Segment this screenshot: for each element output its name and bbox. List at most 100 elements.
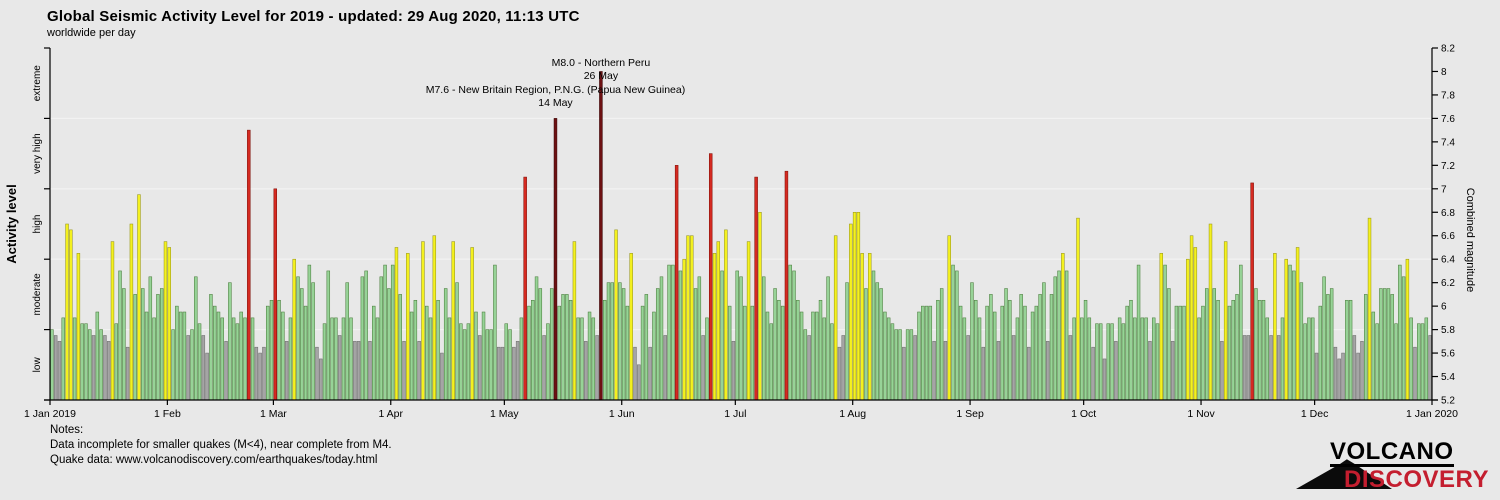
activity-bar-moderate [1121,323,1126,401]
activity-bar-moderate [1049,294,1054,401]
x-axis-tick-label: 1 Aug [839,408,866,420]
activity-bar-very_high [708,153,713,401]
activity-bar-high [856,211,861,401]
activity-bar-moderate [939,288,944,401]
activity-bar-high [1189,235,1194,401]
activity-bar-moderate [1155,323,1160,401]
activity-bar-moderate [864,288,868,401]
activity-bar-low [205,352,209,401]
activity-bar-moderate [1288,264,1292,401]
activity-bar-high [69,229,73,401]
activity-bar-moderate [1197,317,1201,401]
activity-bar-moderate [818,299,823,401]
activity-bar-moderate [977,317,982,401]
activity-bar-low [440,352,444,401]
activity-bar-moderate [693,288,698,401]
left-axis-category-label: extreme [32,65,43,102]
activity-bar-low [1170,341,1175,401]
activity-bar-moderate [95,311,100,401]
activity-bar-moderate [182,311,187,401]
activity-bar-moderate [148,276,153,401]
x-axis-tick-label: 1 Oct [1071,408,1096,420]
activity-bar-moderate [1303,323,1307,401]
activity-bar-moderate [1151,317,1156,401]
activity-bar-moderate [1235,294,1239,401]
activity-bar-moderate [1030,311,1035,401]
activity-bar-low [701,335,705,401]
activity-bar-moderate [822,317,827,401]
right-axis-tick-label: 5.6 [1441,349,1455,360]
activity-bar-moderate [1329,288,1334,401]
left-axis-title: Activity level [4,184,19,264]
activity-bar-very_high [784,170,789,401]
activity-bar-moderate [239,311,243,401]
activity-bar-high [1208,223,1213,401]
activity-bar-high [690,235,694,401]
activity-bar-low [1091,346,1095,401]
activity-bar-high [110,241,115,401]
right-axis-tick-label: 5.2 [1441,396,1455,407]
activity-bar-very_high [273,188,278,401]
activity-bar-moderate [50,329,54,401]
activity-bar-low [103,335,107,401]
activity-bar-low [1242,335,1247,401]
activity-bar-moderate [277,299,281,401]
activity-bar-moderate [1163,264,1167,401]
activity-bar-moderate [322,323,327,401]
activity-bar-moderate [485,329,490,401]
activity-bar-moderate [1000,305,1004,401]
right-axis-tick-label: 6.8 [1441,208,1455,219]
activity-bar-low [1341,352,1345,401]
activity-bar-high [849,223,853,401]
activity-bar-moderate [231,317,236,401]
right-axis-tick-label: 5.4 [1441,372,1455,383]
activity-bar-moderate [727,305,732,401]
notes-line-1: Data incomplete for smaller quakes (M<4)… [50,439,392,451]
right-axis-title: Combined magnitude [1464,188,1476,293]
activity-bar-moderate [970,282,974,401]
activity-bar-moderate [811,311,815,401]
activity-bar-high [1273,253,1277,401]
activity-bar-low [1045,341,1050,401]
activity-bar-moderate [1364,294,1368,401]
activity-bar-moderate [962,317,967,401]
activity-bar-moderate [587,311,592,401]
activity-bar-high [163,241,168,401]
activity-bar-moderate [1140,317,1145,401]
activity-bar-low [224,341,228,401]
activity-bar-moderate [1227,305,1232,401]
activity-bar-moderate [549,288,554,401]
page-subtitle: worldwide per day [47,27,136,39]
activity-bar-low [932,341,936,401]
activity-bar-very_high [754,176,758,401]
right-axis-tick-label: 5.8 [1441,325,1455,336]
activity-bar-moderate [1087,317,1092,401]
activity-bar-moderate [1053,276,1057,401]
activity-bar-moderate [493,264,497,401]
activity-bar-moderate [743,305,747,401]
activity-bar-moderate [152,317,156,401]
activity-bar-moderate [1231,299,1235,401]
activity-bar-moderate [462,329,467,401]
activity-bar-low [837,346,842,401]
activity-bar-high [572,241,577,401]
activity-bar-moderate [447,317,452,401]
activity-bar-moderate [428,317,433,401]
activity-bar-moderate [659,276,664,401]
activity-bar-moderate [1080,317,1084,401]
activity-bar-moderate [591,317,596,401]
activity-bar-moderate [739,276,743,401]
activity-bar-moderate [1167,288,1171,401]
activity-bar-moderate [330,317,334,401]
activity-bar-moderate [1004,288,1008,401]
activity-bar-moderate [769,323,774,401]
activity-bar-low [515,341,520,401]
activity-bar-moderate [1345,299,1349,401]
activity-bar-moderate [156,294,160,401]
activity-bar-moderate [1254,288,1258,401]
activity-bar-moderate [1057,270,1061,401]
activity-bar-moderate [288,317,293,401]
event-annotation: M8.0 - Northern Peru [552,57,651,69]
activity-bar-moderate [387,288,391,401]
